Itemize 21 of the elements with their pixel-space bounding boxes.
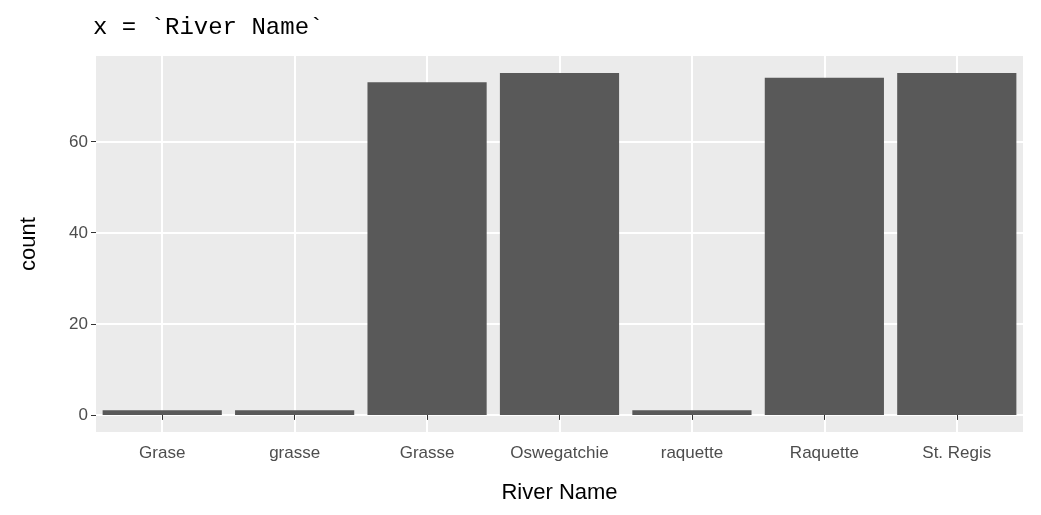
y-tick-label: 0 — [78, 405, 88, 425]
bar — [764, 77, 884, 415]
bar — [499, 73, 620, 415]
bar — [367, 82, 487, 415]
x-tick-label: Grasse — [399, 443, 455, 462]
x-tick-label: Oswegatchie — [510, 443, 609, 462]
x-axis-title: River Name — [501, 478, 618, 504]
chart-title: x = `River Name` — [93, 13, 324, 41]
x-tick-label: grasse — [269, 443, 321, 462]
bar — [102, 410, 222, 415]
y-tick-label: 40 — [69, 223, 88, 243]
x-tick-label: Grase — [139, 443, 186, 462]
y-axis-title: count — [14, 217, 40, 271]
bar — [632, 410, 752, 415]
bar — [235, 410, 355, 415]
x-tick-label: St. Regis — [922, 443, 992, 462]
x-tick-label: Raquette — [789, 443, 859, 462]
bar — [897, 73, 1017, 415]
y-tick-label: 20 — [69, 314, 88, 334]
y-tick-label: 60 — [69, 131, 88, 151]
x-tick-label: raquette — [660, 443, 724, 462]
